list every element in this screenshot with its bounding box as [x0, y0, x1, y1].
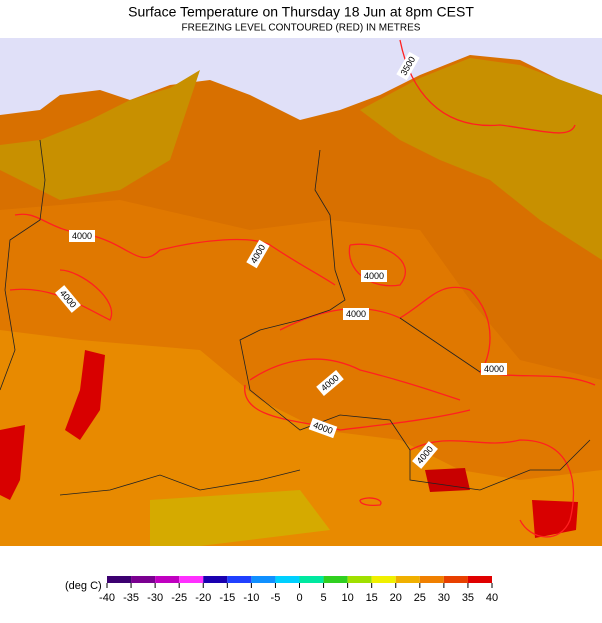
label-box [246, 239, 270, 269]
contour-label: 4000 [481, 363, 507, 375]
color-segment [107, 576, 132, 583]
borders [0, 139, 591, 496]
legend-label: (deg C) [65, 580, 102, 592]
contour-label: 4000 [69, 230, 95, 242]
contour-value: 4000 [364, 271, 384, 281]
contour-label: 4000 [343, 308, 369, 320]
tick-label: 15 [366, 592, 378, 604]
tick-label: -20 [195, 592, 211, 604]
contour-value: 4000 [72, 231, 92, 241]
label-box [361, 270, 387, 282]
cool-coast [0, 70, 200, 200]
tick-label: 0 [296, 592, 302, 604]
sea [0, 38, 602, 120]
tick-label: 40 [486, 592, 498, 604]
color-segment [275, 576, 300, 583]
color-segment [227, 576, 252, 583]
color-segment [323, 576, 348, 583]
contour-value: 4000 [346, 309, 366, 319]
color-segment [395, 576, 420, 583]
tick-label: 10 [342, 592, 354, 604]
hot-spot [65, 350, 105, 440]
tick-label: 20 [390, 592, 402, 604]
tick-label: 30 [438, 592, 450, 604]
label-box [412, 441, 438, 469]
contour-label: 4000 [308, 417, 338, 439]
color-segment [299, 576, 324, 583]
label-box [481, 363, 507, 375]
color-segment [467, 576, 492, 583]
tick-label: -5 [271, 592, 281, 604]
contour-label: 4000 [361, 270, 387, 282]
tick-label: -10 [243, 592, 259, 604]
color-segment [155, 576, 180, 583]
subtitle: FREEZING LEVEL CONTOURED (RED) IN METRES [182, 23, 421, 34]
color-segment [443, 576, 468, 583]
cool-north-east [360, 58, 602, 260]
title: Surface Temperature on Thursday 18 Jun a… [128, 4, 474, 20]
label-box [343, 308, 369, 320]
tick-label: -15 [219, 592, 235, 604]
tick-label: -25 [171, 592, 187, 604]
alps [150, 490, 330, 546]
label-box [55, 285, 81, 313]
tick-label: -35 [123, 592, 139, 604]
label-box [308, 417, 338, 439]
tick-label: -30 [147, 592, 163, 604]
color-segment [371, 576, 396, 583]
hot-spot [425, 468, 470, 492]
tick-label: 25 [414, 592, 426, 604]
warmer-zone [0, 330, 602, 546]
color-segment [251, 576, 276, 583]
tick-label: 5 [321, 592, 327, 604]
hot-spot [0, 425, 25, 500]
contour-value: 4000 [484, 364, 504, 374]
color-segment [203, 576, 228, 583]
label-box [69, 230, 95, 242]
tick-label: -40 [99, 592, 115, 604]
color-segment [419, 576, 444, 583]
tick-label: 35 [462, 592, 474, 604]
label-box [396, 51, 420, 81]
color-segment [131, 576, 156, 583]
label-box [316, 370, 344, 396]
hot-spot [532, 500, 578, 538]
legend: (deg C) -40 -35 -30 -25 -20 -15 -10 -5 0 5 10 15 20 2… [65, 576, 498, 604]
color-segment [179, 576, 204, 583]
color-segment [347, 576, 372, 583]
